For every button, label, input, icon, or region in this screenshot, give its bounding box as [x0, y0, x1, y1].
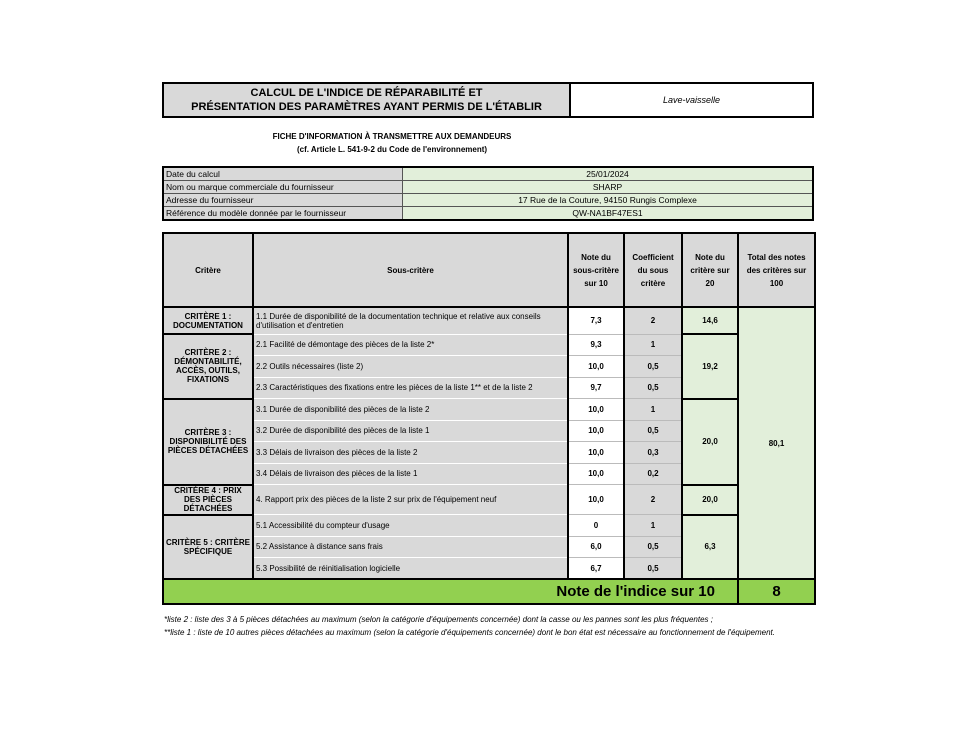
criterion-name: CRITÈRE 3 : DISPONIBILITÉ DES PIÈCES DÉT… — [162, 397, 254, 486]
info-row: Référence du modèle donnée par le fourni… — [162, 206, 814, 221]
criterion-name: CRITÈRE 1 : DOCUMENTATION — [162, 306, 254, 335]
subcriterion-label: 2.3 Caractéristiques des fixations entre… — [252, 376, 569, 399]
subcriterion-note: 9,3 — [567, 333, 625, 356]
subcriterion-note: 6,0 — [567, 535, 625, 558]
subcriterion-label: 2.1 Facilité de démontage des pièces de … — [252, 333, 569, 356]
criterion-score-20: 14,6 — [681, 306, 739, 335]
criterion-score-20: 6,3 — [681, 513, 739, 580]
subcriterion-coefficient: 0,5 — [623, 419, 683, 442]
subcriterion-coefficient: 1 — [623, 333, 683, 356]
subcriterion-coefficient: 2 — [623, 306, 683, 335]
subcriterion-label: 3.1 Durée de disponibilité des pièces de… — [252, 398, 569, 421]
subcriterion-label: 5.2 Assistance à distance sans frais — [252, 535, 569, 558]
info-row: Adresse du fournisseur 17 Rue de la Coutu… — [162, 193, 814, 207]
criterion-score-20: 20,0 — [681, 483, 739, 516]
footnote-liste-2: *liste 2 : liste des 3 à 5 pièces détach… — [164, 615, 713, 624]
column-header: Note du critère sur 20 — [681, 232, 739, 308]
subcriterion-row: 5.2 Assistance à distance sans frais 6,0 0… — [163, 535, 815, 558]
subcriterion-note: 10,0 — [567, 441, 625, 464]
info-value: SHARP — [402, 180, 814, 194]
subcriterion-note: 10,0 — [567, 462, 625, 485]
subcriterion-row: 3.3 Délais de livraison des pièces de la… — [163, 441, 815, 464]
subcriterion-coefficient: 0,5 — [623, 376, 683, 399]
info-label: Date du calcul — [162, 166, 403, 181]
footnote-liste-1: **liste 1 : liste de 10 autres pièces dé… — [164, 628, 775, 637]
subcriterion-coefficient: 1 — [623, 514, 683, 537]
info-value: 17 Rue de la Couture, 94150 Rungis Compl… — [402, 193, 814, 207]
column-header: Critère — [162, 232, 254, 308]
fiche-line-2: (cf. Article L. 541-9-2 du Code de l'env… — [296, 145, 488, 154]
repairability-table: Critère Sous-critère Note du sous-critère … — [162, 232, 816, 605]
column-header: Sous-critère — [252, 232, 569, 308]
subcriterion-row: 5.3 Possibilité de réinitialisation logi… — [163, 557, 815, 580]
subcriterion-coefficient: 0,5 — [623, 557, 683, 580]
final-index-value: 8 — [737, 578, 816, 605]
subcriterion-note: 9,7 — [567, 376, 625, 399]
header-row: Critère Sous-critère Note du sous-critère … — [162, 232, 816, 308]
criterion-score-20: 20,0 — [681, 397, 739, 486]
subcriterion-row: CRITÈRE 3 : DISPONIBILITÉ DES PIÈCES DÉT… — [162, 397, 815, 486]
subcriterion-note: 10,0 — [567, 355, 625, 378]
fiche-heading: FICHE D'INFORMATION À TRANSMETTRE AUX DE… — [162, 130, 622, 156]
document-title: CALCUL DE L'INDICE DE RÉPARABILITÉ ET PR… — [164, 84, 571, 116]
info-label: Référence du modèle donnée par le fourni… — [162, 206, 403, 221]
title-line-2: PRÉSENTATION DES PARAMÈTRES AYANT PERMIS… — [191, 101, 542, 113]
final-index-label: Note de l'indice sur 10 — [162, 578, 739, 605]
column-header: Note du sous-critère sur 10 — [567, 232, 625, 308]
subcriterion-row: CRITÈRE 1 : DOCUMENTATION 1.1 Durée de di… — [162, 306, 816, 580]
criterion-name: CRITÈRE 4 : PRIX DES PIÈCES DÉTACHÉES — [162, 483, 254, 516]
info-row: Nom ou marque commerciale du fournisseur… — [162, 180, 814, 194]
subcriterion-note: 0 — [567, 514, 625, 537]
footnotes: *liste 2 : liste des 3 à 5 pièces détach… — [164, 613, 814, 639]
subcriterion-coefficient: 1 — [623, 398, 683, 421]
subcriterion-label: 1.1 Durée de disponibilité de la documen… — [252, 306, 569, 335]
subcriterion-coefficient: 0,5 — [623, 355, 683, 378]
subcriterion-coefficient: 0,3 — [623, 441, 683, 464]
subcriterion-row: 3.2 Durée de disponibilité des pièces de… — [163, 419, 815, 442]
subcriterion-row: CRITÈRE 5 : CRITÈRE SPÉCIFIQUE 5.1 Access… — [162, 513, 815, 580]
column-header: Coefficient du sous critère — [623, 232, 683, 308]
info-value: QW-NA1BF47ES1 — [402, 206, 814, 221]
supplier-info-table: Date du calcul 25/01/2024 Nom ou marque co… — [162, 166, 814, 221]
subcriterion-label: 5.1 Accessibilité du compteur d'usage — [252, 514, 569, 537]
criterion-name: CRITÈRE 2 : DÉMONTABILITÉ, ACCÈS, OUTILS… — [162, 333, 254, 400]
subcriterion-note: 7,3 — [567, 306, 625, 335]
subcriterion-label: 4. Rapport prix des pièces de la liste 2… — [252, 484, 569, 515]
final-index-row: Note de l'indice sur 10 8 — [162, 578, 816, 605]
subcriterion-note: 10,0 — [567, 419, 625, 442]
criterion-name: CRITÈRE 5 : CRITÈRE SPÉCIFIQUE — [162, 513, 254, 580]
subcriterion-note: 6,7 — [567, 557, 625, 580]
info-label: Adresse du fournisseur — [162, 193, 403, 207]
subcriterion-row: CRITÈRE 2 : DÉMONTABILITÉ, ACCÈS, OUTILS… — [162, 333, 815, 400]
criterion-score-20: 19,2 — [681, 333, 739, 400]
product-category: Lave-vaisselle — [662, 95, 721, 105]
subcriterion-coefficient: 0,5 — [623, 535, 683, 558]
info-value: 25/01/2024 — [402, 166, 814, 181]
title-box: CALCUL DE L'INDICE DE RÉPARABILITÉ ET PR… — [162, 82, 814, 118]
subcriterion-label: 3.3 Délais de livraison des pièces de la… — [252, 441, 569, 464]
subcriterion-row: CRITÈRE 4 : PRIX DES PIÈCES DÉTACHÉES 4. … — [162, 483, 815, 516]
fiche-line-1: FICHE D'INFORMATION À TRANSMETTRE AUX DE… — [272, 132, 512, 141]
subcriterion-note: 10,0 — [567, 484, 625, 515]
subcriterion-row: 3.4 Délais de livraison des pièces de la… — [163, 462, 815, 485]
info-label: Nom ou marque commerciale du fournisseur — [162, 180, 403, 194]
subcriterion-coefficient: 0,2 — [623, 462, 683, 485]
total-score-100: 80,1 — [737, 306, 816, 580]
title-line-1: CALCUL DE L'INDICE DE RÉPARABILITÉ ET — [250, 87, 483, 99]
subcriterion-label: 3.2 Durée de disponibilité des pièces de… — [252, 419, 569, 442]
column-header: Total des notes des critères sur 100 — [737, 232, 816, 308]
subcriterion-note: 10,0 — [567, 398, 625, 421]
subcriterion-coefficient: 2 — [623, 484, 683, 515]
subcriterion-label: 3.4 Délais de livraison des pièces de la… — [252, 462, 569, 485]
subcriterion-label: 2.2 Outils nécessaires (liste 2) — [252, 355, 569, 378]
info-row: Date du calcul 25/01/2024 — [162, 166, 814, 181]
subcriterion-label: 5.3 Possibilité de réinitialisation logi… — [252, 557, 569, 580]
